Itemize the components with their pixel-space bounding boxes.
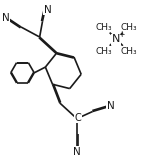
- Text: CH₃: CH₃: [96, 47, 112, 56]
- Text: C: C: [74, 113, 81, 122]
- Text: N: N: [112, 34, 120, 44]
- Text: N: N: [107, 101, 114, 111]
- Text: CH₃: CH₃: [120, 23, 137, 31]
- Text: N: N: [2, 13, 10, 23]
- Text: CH₃: CH₃: [120, 47, 137, 56]
- Text: N: N: [44, 5, 52, 15]
- Text: N: N: [73, 147, 81, 157]
- Text: CH₃: CH₃: [96, 23, 112, 31]
- Text: +: +: [118, 30, 125, 39]
